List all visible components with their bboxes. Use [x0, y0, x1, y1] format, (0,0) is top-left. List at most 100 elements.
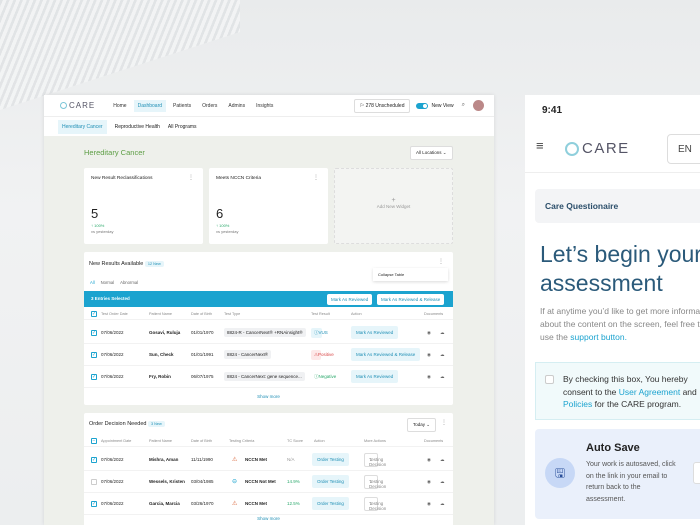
row-action-button[interactable]: Mark As Reviewed & Release	[351, 348, 421, 361]
col-header: Documents	[424, 311, 444, 316]
logo-text: CARE	[69, 101, 96, 110]
row-checkbox[interactable]: ✓	[91, 351, 97, 358]
order-testing-button[interactable]: Order Testing	[312, 475, 349, 488]
mark-reviewed-button[interactable]: Mark As Reviewed	[327, 294, 373, 305]
change-value: 100%	[219, 223, 230, 228]
view-icon[interactable]: ◉	[427, 329, 431, 335]
view-icon[interactable]: ◉	[427, 500, 431, 506]
col-header[interactable]: Test Order Date	[101, 311, 128, 316]
result-text: VUS	[318, 329, 328, 335]
row-checkbox[interactable]: ✓	[91, 500, 97, 507]
table-row[interactable]: ✓ 07/06/2022 Fry, Robin 06/07/1975 8824 …	[84, 366, 453, 388]
dropdown-value: Testing Decision	[369, 456, 387, 467]
widget-vs: vs yesterday	[216, 229, 239, 234]
download-icon[interactable]: ☁	[440, 478, 445, 484]
patient-name[interactable]: Wessels, Kristen	[149, 479, 185, 484]
download-icon[interactable]: ☁	[440, 500, 445, 506]
nav-insights[interactable]: Insights	[256, 102, 274, 109]
policies-link[interactable]: Policies	[563, 399, 593, 409]
new-view-toggle[interactable]	[416, 102, 429, 109]
download-icon[interactable]: ☁	[440, 373, 445, 379]
table-row[interactable]: ✓ 07/06/2022 Garcia, Marcia 03/26/1970 ⚠…	[84, 493, 453, 515]
more-icon[interactable]: ⋮	[188, 175, 194, 181]
dob: 03/04/1985	[191, 479, 214, 484]
view-icon[interactable]: ◉	[427, 456, 431, 462]
add-widget-button[interactable]: + Add New Widget	[334, 168, 453, 244]
test-type: 8824 - CancerNext®	[224, 350, 272, 359]
patient-name[interactable]: Gosavi, Ruluja	[149, 330, 181, 335]
table-row[interactable]: 07/06/2022 Wessels, Kristen 03/04/1985 ⊖…	[84, 471, 453, 493]
select-all-checkbox[interactable]: −	[91, 437, 97, 444]
view-icon[interactable]: ◉	[427, 478, 431, 484]
order-testing-button[interactable]: Order Testing	[312, 453, 349, 466]
filter-all[interactable]: All	[90, 280, 95, 285]
patient-name[interactable]: Sun, Check	[149, 352, 174, 357]
tab-hereditary-cancer[interactable]: Hereditary Cancer	[58, 119, 107, 134]
new-badge: 12 New	[144, 261, 164, 267]
col-header: Action	[314, 438, 325, 443]
autosave-button[interactable]	[693, 462, 700, 484]
nav-patients[interactable]: Patients	[173, 102, 192, 109]
patient-name[interactable]: Fry, Robin	[149, 374, 171, 379]
table-header: − Appointment Date Patient Name Date of …	[84, 435, 453, 447]
unscheduled-button[interactable]: ⚐ 278 Unscheduled	[353, 98, 411, 113]
language-select[interactable]: EN	[667, 134, 700, 164]
testing-decision-dropdown[interactable]: Testing Decision ⌄	[364, 452, 386, 467]
row-action-button[interactable]: Mark As Reviewed	[351, 370, 399, 383]
filter-abnormal[interactable]: Abnormal	[120, 280, 139, 285]
view-icon[interactable]: ◉	[427, 351, 431, 357]
show-more-link[interactable]: Show more	[257, 516, 280, 521]
period-dropdown[interactable]: Today ⌄	[407, 418, 437, 432]
new-results-table: New Results Available 12 New ⋮ Collapse …	[84, 252, 453, 405]
locations-dropdown[interactable]: All Locations ⌄	[410, 146, 453, 160]
tab-reproductive-health[interactable]: Reproductive Health	[114, 123, 160, 130]
testing-decision-dropdown[interactable]: Testing Decision ⌄	[364, 474, 386, 489]
collapse-table-menuitem[interactable]: Collapse Table	[373, 268, 448, 281]
table-row[interactable]: ✓ 07/06/2022 Mishra, Aman 11/11/1990 ⚠ N…	[84, 449, 453, 471]
divider	[525, 172, 700, 173]
row-action-button[interactable]: Mark As Reviewed	[351, 326, 399, 339]
nav-admins[interactable]: Admins	[228, 102, 246, 109]
nav-home[interactable]: Home	[113, 102, 127, 109]
order-date: 07/06/2022	[101, 374, 124, 379]
consent-checkbox[interactable]	[545, 375, 554, 384]
col-header: Date of Birth	[191, 438, 213, 443]
avatar[interactable]	[473, 100, 484, 111]
tc-score: 14.9%	[287, 479, 300, 484]
consent-box: By checking this box, You hereby consent…	[535, 362, 700, 420]
user-agreement-link[interactable]: User Agreement	[618, 386, 681, 397]
order-testing-button[interactable]: Order Testing	[312, 497, 349, 510]
testing-decision-dropdown[interactable]: Testing Decision ⌄	[364, 496, 386, 511]
table-row[interactable]: ✓ 07/06/2022 Sun, Check 01/01/1991 8824 …	[84, 344, 453, 366]
col-header[interactable]: Appointment Date	[101, 438, 132, 443]
more-icon[interactable]: ⋮	[313, 175, 319, 181]
row-checkbox[interactable]	[91, 478, 97, 485]
nav-dashboard[interactable]: Dashboard	[133, 99, 167, 112]
hamburger-menu-icon[interactable]: ≡	[536, 138, 544, 153]
patient-name[interactable]: Mishra, Aman	[149, 457, 179, 462]
download-icon[interactable]: ☁	[440, 351, 445, 357]
row-checkbox[interactable]: ✓	[91, 373, 97, 380]
consent-text: for the CARE program.	[594, 399, 682, 409]
select-all-checkbox[interactable]: ✓	[91, 310, 97, 317]
appointment-date: 07/06/2022	[101, 501, 124, 506]
nav-orders[interactable]: Orders	[202, 102, 218, 109]
download-icon[interactable]: ☁	[440, 456, 445, 462]
patient-name[interactable]: Garcia, Marcia	[149, 501, 180, 506]
table-row[interactable]: ✓ 07/06/2022 Gosavi, Ruluja 01/01/1970 8…	[84, 322, 453, 344]
row-checkbox[interactable]: ✓	[91, 456, 97, 463]
intro-text: If at anytime you’d like to get more inf…	[540, 306, 700, 342]
show-more-link[interactable]: Show more	[257, 394, 280, 399]
search-icon[interactable]: ⌕	[461, 102, 465, 108]
more-icon[interactable]: ⋮	[441, 420, 447, 426]
download-icon[interactable]: ☁	[440, 329, 445, 335]
tab-all-programs[interactable]: All Programs	[167, 123, 197, 130]
more-icon[interactable]: ⋮	[438, 259, 444, 265]
row-checkbox[interactable]: ✓	[91, 329, 97, 336]
autosave-title: Auto Save	[586, 442, 640, 454]
view-icon[interactable]: ◉	[427, 373, 431, 379]
support-link[interactable]: support button.	[570, 332, 627, 342]
filter-normal[interactable]: Normal	[100, 280, 115, 285]
result-filters: All Normal Abnormal	[90, 280, 138, 285]
mark-reviewed-release-button[interactable]: Mark As Reviewed & Release	[377, 294, 445, 305]
